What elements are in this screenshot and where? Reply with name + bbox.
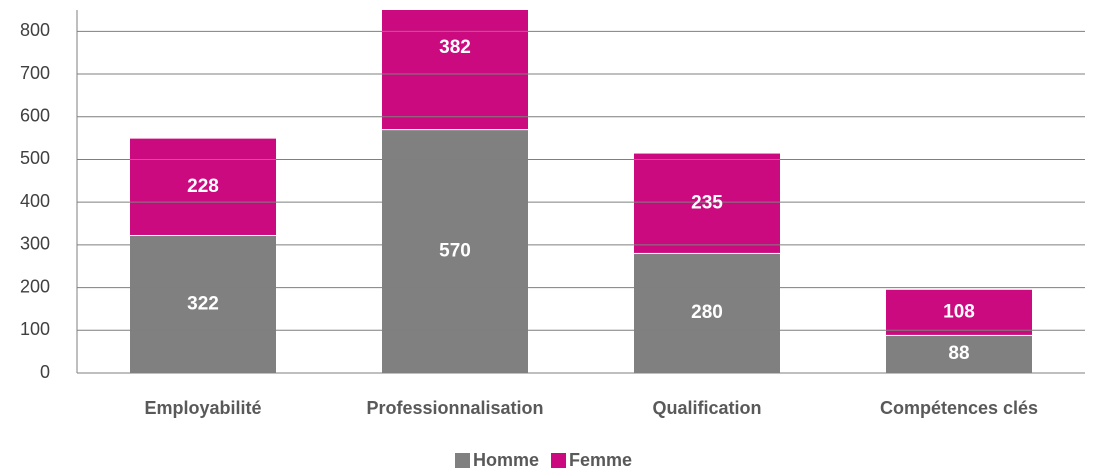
x-tick-label: Compétences clés (880, 398, 1038, 418)
bar-segment (885, 288, 1033, 336)
data-label: 108 (943, 301, 975, 322)
bar-segment (381, 10, 529, 131)
bar-segment (129, 137, 277, 236)
x-tick-label: Professionnalisation (366, 398, 543, 418)
legend-label: Homme (473, 450, 539, 470)
y-tick-label: 200 (20, 276, 50, 296)
legend-swatch (455, 453, 470, 468)
bar-segment (633, 252, 781, 374)
data-label: 570 (439, 240, 471, 261)
y-tick-label: 400 (20, 191, 50, 211)
data-label: 235 (691, 192, 723, 213)
y-tick-label: 600 (20, 106, 50, 126)
bar-segment (129, 234, 277, 374)
bar-segment (885, 334, 1033, 374)
y-tick-label: 300 (20, 234, 50, 254)
y-tick-label: 500 (20, 148, 50, 168)
data-label: 280 (691, 302, 723, 323)
y-tick-label: 0 (40, 362, 50, 382)
data-label: 88 (948, 343, 969, 364)
data-label: 228 (187, 176, 219, 197)
y-tick-label: 100 (20, 319, 50, 339)
y-tick-label: 700 (20, 63, 50, 83)
plot-area (129, 10, 1033, 374)
x-tick-label: Qualification (652, 398, 761, 418)
y-tick-label: 800 (20, 20, 50, 40)
data-label: 322 (187, 293, 219, 314)
data-label: 382 (439, 37, 471, 58)
bar-segment (633, 152, 781, 254)
x-tick-label: Employabilité (144, 398, 261, 418)
legend-swatch (551, 453, 567, 468)
legend-label: Femme (569, 450, 632, 470)
